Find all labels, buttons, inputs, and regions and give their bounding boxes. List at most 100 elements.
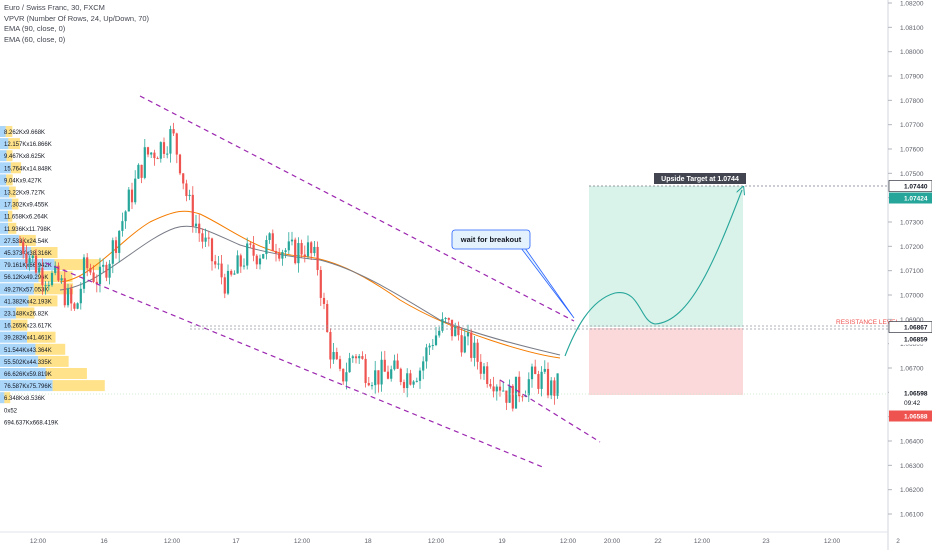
- candle-body: [159, 142, 162, 159]
- vp-bar-down: [35, 343, 66, 355]
- candle-body: [444, 318, 447, 320]
- drawings: wait for breakout Upside Target at 1.0744…: [0, 95, 899, 469]
- price-tag: 1.07440: [904, 184, 928, 191]
- candle-body: [249, 243, 252, 245]
- candle-body: [86, 257, 89, 269]
- symbol-title[interactable]: Euro / Swiss Franc, 30, FXCM: [4, 3, 105, 12]
- time-axis[interactable]: 12:00 16 12:00 17 12:00 18 12:00 19 12:00 20:00 22…: [30, 538, 900, 545]
- volume-profile: 8.262Kx9.668K 12.157Kx16.866K 9.467Kx8.625…: [0, 126, 105, 426]
- price-tick-label: 1.07000: [900, 293, 924, 300]
- callout-box[interactable]: [451, 229, 531, 250]
- candle-body: [140, 164, 143, 178]
- vp-bar-down: [8, 210, 13, 222]
- vp-label: 23.148Kx26.82K: [4, 312, 48, 318]
- candle-body: [447, 318, 450, 320]
- vpvr-indicator[interactable]: VPVR (Number Of Rows, 24, Up/Down, 70): [4, 13, 150, 23]
- candle-body: [502, 390, 505, 392]
- ema90-indicator[interactable]: EMA (90, close, 0): [4, 24, 66, 33]
- candle-body: [236, 255, 239, 274]
- candle-body: [297, 243, 300, 264]
- price-tag: 1.06859: [904, 337, 928, 344]
- candle-body: [124, 211, 127, 222]
- candle-body: [188, 194, 191, 197]
- candle-body: [463, 336, 466, 353]
- candle-body: [25, 253, 28, 264]
- candle-body: [185, 183, 188, 197]
- candle-body: [162, 142, 166, 154]
- candle-body: [482, 366, 486, 374]
- candle-body: [454, 325, 457, 337]
- candle-body: [383, 359, 386, 372]
- target-label[interactable]: Upside Target at 1.0744: [661, 176, 739, 183]
- channel-lower-line[interactable]: [45, 262, 546, 469]
- candle-body: [204, 237, 207, 242]
- price-axis[interactable]: 1.08200 1.08100 1.08000 1.07900 1.07800 1.077…: [888, 1, 924, 519]
- vp-label: 11.658Kx6.264K: [4, 215, 48, 221]
- candle-body: [476, 342, 479, 362]
- vp-bar-down: [6, 150, 13, 162]
- ema60-indicator[interactable]: EMA (60, close, 0): [4, 34, 66, 44]
- candle-body: [252, 244, 255, 256]
- candle-body: [114, 240, 118, 253]
- price-tick-label: 1.06300: [900, 463, 924, 470]
- price-tick-label: 1.06100: [900, 512, 924, 519]
- time-tick-label: 12:00: [560, 538, 577, 545]
- candle-body: [306, 242, 310, 257]
- candle-body: [412, 381, 415, 385]
- candle-body: [511, 385, 514, 409]
- projected-path-arrow[interactable]: [564, 190, 742, 357]
- vp-bar-up: [0, 343, 36, 355]
- candle-body: [34, 255, 38, 273]
- vp-bar-up: [0, 368, 46, 379]
- vp-bar-down: [10, 162, 22, 174]
- candle-body: [220, 263, 223, 278]
- candle-body: [278, 253, 281, 259]
- vp-bar-down: [52, 380, 105, 392]
- candle-body: [495, 386, 498, 392]
- candle-body: [348, 358, 351, 373]
- candle-body: [182, 173, 185, 184]
- candle-body: [434, 335, 438, 346]
- candle-body: [54, 265, 57, 273]
- candle-body: [118, 230, 121, 253]
- candle-body: [322, 297, 326, 304]
- candle-body: [470, 332, 473, 358]
- vp-label: 16.265Kx23.617K: [4, 324, 52, 330]
- time-tick-label: 12:00: [164, 538, 181, 545]
- target-zone: [589, 186, 743, 327]
- candle-body: [41, 267, 44, 286]
- candle-body: [38, 267, 41, 273]
- stop-zone: [589, 328, 743, 395]
- time-tick-label: 20:00: [604, 538, 621, 545]
- vp-bar-up: [0, 138, 9, 150]
- time-tick-label: 12:00: [30, 538, 47, 545]
- vp-bar-down: [31, 247, 58, 258]
- callout-pointer: [500, 247, 575, 319]
- candle-body: [550, 380, 553, 396]
- channel-upper-line[interactable]: [139, 95, 575, 322]
- candle-body: [153, 152, 156, 159]
- vp-bar-down: [4, 392, 11, 404]
- candle-body: [492, 386, 495, 392]
- candle-body: [546, 368, 550, 396]
- channel-extension-line[interactable]: [499, 379, 601, 443]
- vp-bar-down: [45, 368, 87, 379]
- candle-body: [223, 277, 226, 294]
- vp-bar-down: [8, 222, 17, 234]
- price-tag-bg: [889, 192, 932, 204]
- candle-body: [44, 285, 47, 287]
- vp-bar-down: [18, 234, 36, 246]
- vp-bar-down: [38, 355, 69, 367]
- candle-body: [281, 251, 284, 259]
- candle-body: [265, 239, 268, 255]
- vp-bar-up: [0, 126, 6, 137]
- vp-bar-down: [15, 307, 35, 319]
- candle-body: [274, 250, 278, 254]
- resistance-label[interactable]: RESISTANCE LEVEL: [836, 319, 899, 326]
- vp-label: 9.04Kx9.427K: [4, 178, 42, 184]
- candle-body: [76, 303, 79, 309]
- candle-body: [556, 373, 559, 396]
- chart-legend: Euro / Swiss Franc, 30, FXCM VPVR (Numbe…: [4, 3, 149, 45]
- candle-body: [191, 194, 194, 227]
